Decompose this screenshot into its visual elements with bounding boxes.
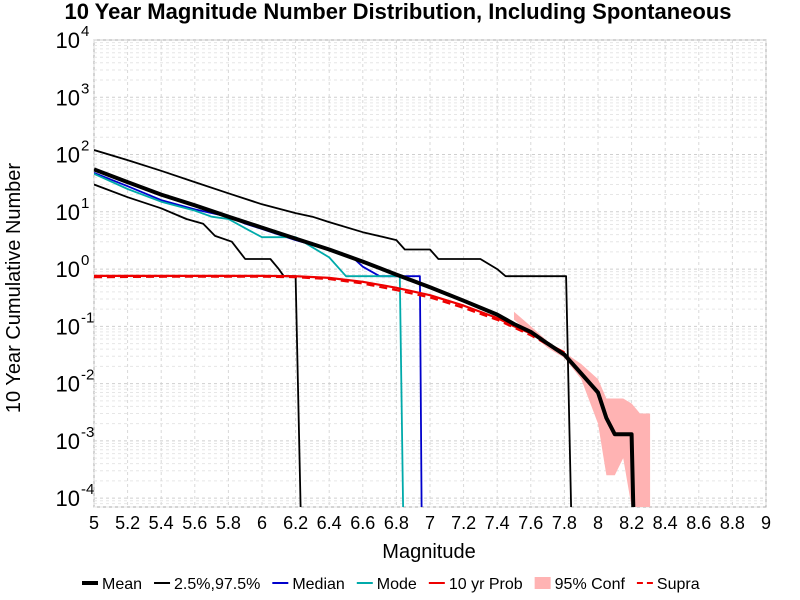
y-tick-label-exponent: -1: [81, 309, 94, 326]
y-tick-label-exponent: 0: [81, 252, 89, 269]
x-tick-label: 8.2: [619, 513, 644, 533]
legend-label: Mean: [102, 576, 142, 593]
y-tick-label-base: 10: [56, 28, 80, 53]
y-tick-label-base: 10: [56, 143, 80, 168]
y-tick-label-base: 10: [56, 200, 80, 225]
y-tick-label-exponent: 2: [81, 138, 89, 155]
x-tick-label: 9: [761, 513, 771, 533]
legend-label: 10 yr Prob: [449, 576, 523, 593]
legend-item-3: Mode: [356, 576, 417, 593]
legend-item-0: Mean: [82, 576, 142, 593]
grid-major: [93, 39, 767, 507]
x-tick-label: 6: [257, 513, 267, 533]
y-axis-label: 10 Year Cumulative Number: [3, 163, 25, 413]
series-line-mode-3: [94, 172, 404, 507]
x-tick-label: 8: [593, 513, 603, 533]
x-tick-label: 7.4: [485, 513, 510, 533]
plot-area: [93, 39, 767, 508]
y-tick-label-exponent: -3: [81, 424, 94, 441]
x-tick-label: 8.8: [720, 513, 745, 533]
x-tick-label: 5.2: [115, 513, 140, 533]
y-tick-label-base: 10: [56, 85, 80, 110]
y-tick-label-base: 10: [56, 486, 80, 511]
x-tick-label: 5.6: [182, 513, 207, 533]
legend-item-6: Supra: [636, 576, 700, 593]
series-layer: [94, 149, 636, 507]
x-tick-label: 5.8: [216, 513, 241, 533]
x-tick-label: 7.2: [451, 513, 476, 533]
series-line-mean-6: [94, 167, 636, 507]
confidence-band-layer: [514, 311, 651, 507]
x-tick-label: 7: [425, 513, 435, 533]
x-axis-label: Magnitude: [382, 541, 475, 563]
series-line-2-5-97-5--0: [94, 149, 572, 507]
y-tick-label-base: 10: [56, 372, 80, 397]
legend: Mean 2.5%,97.5% Median Mode 10 yr Prob 95% Co…: [82, 576, 700, 593]
y-tick-label-base: 10: [56, 257, 80, 282]
y-tick-label-exponent: -4: [81, 481, 94, 498]
legend-item-2: Median: [272, 576, 345, 593]
legend-item-5: 95% Conf: [534, 576, 626, 593]
x-tick-label: 8.6: [686, 513, 711, 533]
y-tick-label-exponent: -2: [81, 367, 94, 384]
y-tick-label-exponent: 1: [81, 195, 89, 212]
x-tick-label: 5.4: [149, 513, 174, 533]
y-tick-label-base: 10: [56, 429, 80, 454]
legend-label: Supra: [657, 576, 700, 593]
legend-label: 95% Conf: [555, 576, 626, 593]
x-tick-label: 6.6: [350, 513, 375, 533]
legend-label: Median: [292, 576, 344, 593]
legend-label: Mode: [377, 576, 417, 593]
x-tick-label: 7.6: [518, 513, 543, 533]
legend-item-4: 10 yr Prob: [428, 576, 523, 593]
x-tick-label: 6.2: [283, 513, 308, 533]
x-tick-label: 6.4: [317, 513, 342, 533]
series-line-supra-5: [94, 275, 565, 355]
confidence-band-area: [514, 311, 651, 507]
x-tick-label: 8.4: [653, 513, 678, 533]
legend-swatch: [534, 577, 551, 589]
legend-label: 2.5%,97.5%: [174, 576, 260, 593]
y-tick-label-base: 10: [56, 314, 80, 339]
x-tick-labels: 5 5.2 5.4 5.6 5.8 6 6.2 6.4 6.6 6.8 7 7.2 7.4 7.6 7.8 8…: [89, 513, 771, 533]
y-tick-label-exponent: 4: [81, 23, 89, 40]
x-tick-label: 6.8: [384, 513, 409, 533]
x-tick-label: 5: [89, 513, 99, 533]
chart-title: 10 Year Magnitude Number Distribution, I…: [65, 0, 732, 24]
y-tick-label-exponent: 3: [81, 80, 89, 97]
legend-item-1: 2.5%,97.5%: [154, 576, 260, 593]
x-tick-label: 7.8: [552, 513, 577, 533]
